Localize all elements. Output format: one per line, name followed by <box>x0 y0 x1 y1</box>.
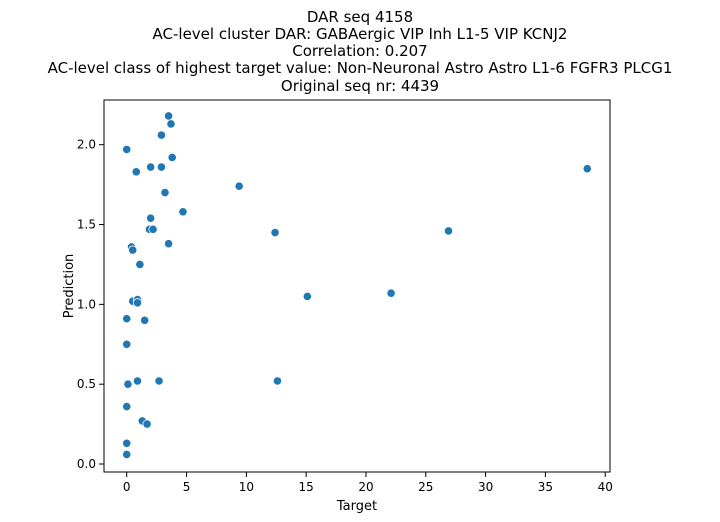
data-point <box>142 419 152 429</box>
data-point <box>156 130 167 140</box>
data-point <box>146 213 156 223</box>
data-point <box>122 144 132 155</box>
data-point <box>272 376 283 386</box>
data-point <box>122 401 132 412</box>
y-tick-label: 0.5 <box>77 377 96 391</box>
data-point <box>160 188 170 198</box>
data-point <box>146 162 156 172</box>
data-point <box>163 111 174 121</box>
y-tick-label: 1.0 <box>77 297 96 311</box>
data-point <box>122 438 132 448</box>
title-line-4: AC-level class of highest target value: … <box>48 59 673 77</box>
x-tick-label: 20 <box>358 480 373 494</box>
data-point <box>122 449 132 460</box>
data-point <box>178 207 188 217</box>
data-point <box>140 315 150 325</box>
x-tick-label: 40 <box>598 480 613 494</box>
title-line-1: DAR seq 4158 <box>307 8 413 26</box>
x-tick-label: 15 <box>299 480 314 494</box>
x-tick-label: 25 <box>418 480 433 494</box>
data-point <box>131 167 141 177</box>
data-point <box>156 162 167 172</box>
title-line-3: Correlation: 0.207 <box>292 42 427 60</box>
data-point <box>163 239 174 249</box>
data-point <box>386 288 396 298</box>
y-tick-label: 0.0 <box>77 457 96 471</box>
data-point <box>582 164 592 174</box>
y-tick-label: 1.5 <box>77 218 96 232</box>
data-point <box>270 227 280 238</box>
data-point <box>302 291 312 301</box>
data-points <box>122 111 592 460</box>
x-tick-label: 0 <box>123 480 131 494</box>
data-point <box>154 376 164 386</box>
x-tick-label: 10 <box>239 480 254 494</box>
y-axis-label: Prediction <box>62 254 77 319</box>
x-tick-label: 30 <box>478 480 493 494</box>
x-axis-label: Target <box>336 499 377 514</box>
data-point <box>122 339 132 349</box>
x-axis-ticks: 0 5 10 15 20 25 30 35 40 <box>123 472 613 494</box>
data-point <box>128 245 138 255</box>
plot-frame <box>103 99 611 473</box>
data-point <box>443 226 454 236</box>
data-point <box>166 119 176 129</box>
title-line-2: AC-level cluster DAR: GABAergic VIP Inh … <box>153 25 568 43</box>
plot-area <box>104 100 610 472</box>
data-point <box>132 376 143 386</box>
data-point <box>122 314 132 324</box>
data-point <box>234 181 244 191</box>
data-point <box>123 379 133 389</box>
y-axis-ticks: 0.0 0.5 1.0 1.5 2.0 <box>77 138 104 471</box>
x-tick-label: 35 <box>538 480 553 494</box>
data-point <box>132 298 143 308</box>
x-tick-label: 5 <box>183 480 191 494</box>
data-point <box>135 259 145 270</box>
title-line-5: Original seq nr: 4439 <box>281 77 439 95</box>
y-tick-label: 2.0 <box>77 138 96 152</box>
data-point <box>167 152 177 163</box>
data-point <box>148 224 158 234</box>
chart-title: DAR seq 4158 AC-level cluster DAR: GABAe… <box>48 8 673 95</box>
